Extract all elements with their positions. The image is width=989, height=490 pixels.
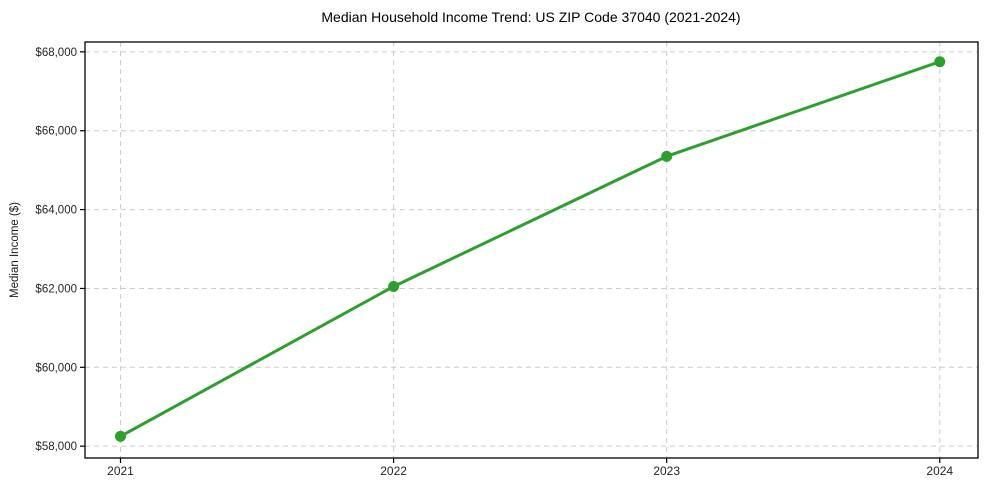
chart-title: Median Household Income Trend: US ZIP Co…: [321, 9, 740, 25]
x-tick-label: 2021: [107, 464, 134, 478]
axis-layer: $58,000 $60,000 $62,000 $64,000 $66,000 $68,0…: [35, 41, 979, 478]
data-point-2024: [934, 56, 946, 68]
y-tick-label: $66,000: [35, 126, 77, 138]
data-point-2023: [661, 150, 673, 162]
y-tick-label: $62,000: [35, 283, 77, 295]
y-tick-label: $64,000: [35, 205, 77, 217]
plot-border: [84, 41, 979, 459]
y-tick-label: $58,000: [35, 441, 77, 453]
series-layer: [115, 56, 946, 442]
data-point-2021: [115, 430, 127, 442]
y-axis-label: Median Income ($): [9, 202, 21, 298]
x-tick-label: 2024: [926, 464, 953, 478]
x-tick-label: 2023: [653, 464, 680, 478]
y-tick-label: $68,000: [35, 47, 77, 59]
data-point-2022: [388, 280, 400, 292]
trend-line: [119, 60, 942, 438]
x-tick-label: 2022: [380, 464, 407, 478]
grid-layer: [85, 42, 978, 458]
y-tick-label: $60,000: [35, 362, 77, 374]
